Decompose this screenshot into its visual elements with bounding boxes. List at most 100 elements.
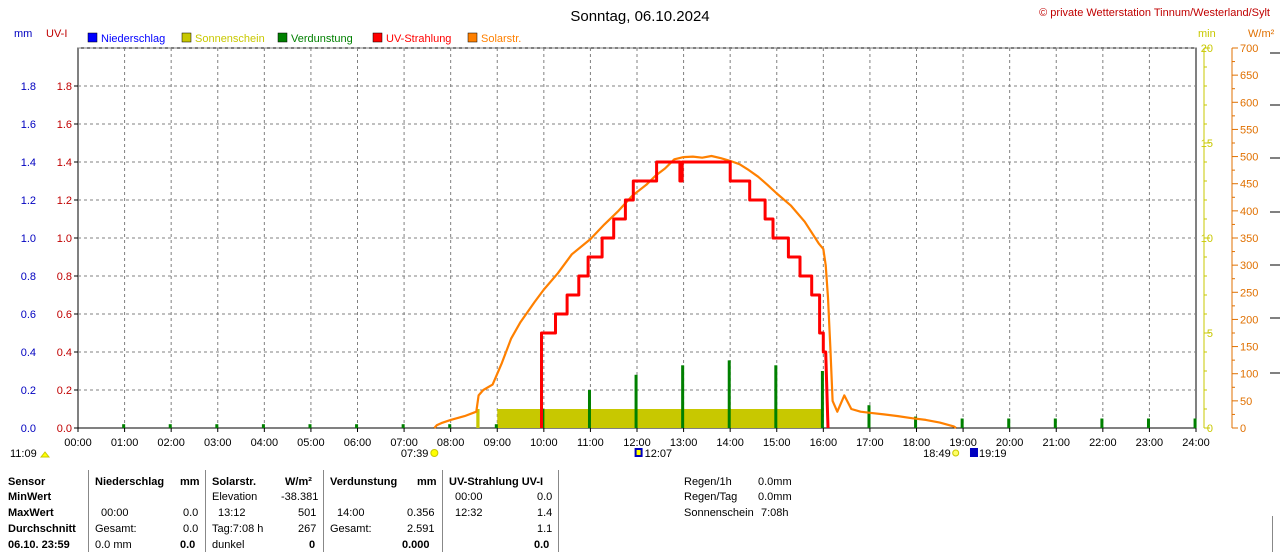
x-tick-label: 22:00 xyxy=(1089,437,1117,449)
uv-tick-label: 1.0 xyxy=(57,233,72,245)
uv-tick-label: 0.2 xyxy=(57,385,72,397)
uv-tick-label: 1.8 xyxy=(57,81,72,93)
x-tick-label: 15:00 xyxy=(763,437,791,449)
evaporation-bar xyxy=(774,365,778,428)
wm2-tick-label: 600 xyxy=(1240,97,1258,109)
mm-tick-label: 1.0 xyxy=(21,233,36,245)
evaporation-bar xyxy=(634,374,638,428)
x-tick-label: 12:00 xyxy=(623,437,651,449)
solar-elevation-label: Elevation xyxy=(212,491,258,503)
legend-label: Sonnenschein xyxy=(195,33,265,45)
summary-sunshine-value: 7:08h xyxy=(761,507,789,519)
wm2-tick-label: 400 xyxy=(1240,206,1258,218)
moon-icon xyxy=(39,451,51,458)
legend-label: Solarstr. xyxy=(481,33,521,45)
uv-tick-label: 0.8 xyxy=(57,271,72,283)
evaporation-bar xyxy=(1193,418,1197,428)
x-tick-label: 09:00 xyxy=(483,437,511,449)
verdunstung-gesamt-val: 2.591 xyxy=(407,523,435,535)
solar-noon-icon-center xyxy=(636,450,641,455)
wm2-tick-label: 700 xyxy=(1240,43,1258,55)
verdunstung-last-val: 0.000 xyxy=(402,539,430,551)
wm2-unit-label: W/m² xyxy=(1248,28,1275,40)
mm-unit-label: mm xyxy=(14,28,32,40)
legend: Niederschlag Sonnenschein Verdunstung UV-St… xyxy=(87,32,521,45)
niederschlag-max-val: 0.0 xyxy=(183,507,199,519)
solar-max-time: 13:12 xyxy=(218,507,246,519)
row-label-last: 06.10. 23:59 xyxy=(8,539,70,551)
niederschlag-max-time: 00:00 xyxy=(101,507,129,519)
sun-markers: 11:09 07:39 12:07 18:49 19:19 xyxy=(10,448,1007,460)
solar-unit: W/m² xyxy=(285,476,312,488)
bar-series xyxy=(122,360,1197,428)
mm-tick-label: 1.2 xyxy=(21,195,36,207)
wm2-tick-label: 650 xyxy=(1240,70,1258,82)
uv-tick-label: 0.4 xyxy=(57,347,72,359)
x-tick-label: 21:00 xyxy=(1042,437,1070,449)
mm-tick-label: 1.8 xyxy=(21,81,36,93)
mm-tick-label: 1.4 xyxy=(21,157,36,169)
row-label-sensor: Sensor xyxy=(8,476,46,488)
x-tick-label: 23:00 xyxy=(1136,437,1164,449)
evaporation-bar xyxy=(215,424,219,428)
summary-rain-hour-label: Regen/1h xyxy=(684,476,732,488)
sunshine-bar xyxy=(476,409,480,428)
uv-max-time: 12:32 xyxy=(455,507,483,519)
station-credit: © private Wetterstation Tinnum/Westerlan… xyxy=(1039,7,1270,19)
series-line-solar xyxy=(433,154,957,429)
wm2-tick-label: 250 xyxy=(1240,287,1258,299)
niederschlag-unit: mm xyxy=(180,476,200,488)
summary-rain-day-label: Regen/Tag xyxy=(684,491,738,503)
min-unit-label: min xyxy=(1198,28,1216,40)
solar-last-val: 0 xyxy=(309,539,316,551)
solar-day-label: Tag:7:08 h xyxy=(212,523,264,535)
uv-tick-label: 1.4 xyxy=(57,157,72,169)
series-line-uv xyxy=(540,160,830,429)
x-tick-label: 11:00 xyxy=(577,437,604,449)
mm-tick-label: 0.4 xyxy=(21,347,36,359)
x-tick-label: 13:00 xyxy=(670,437,698,449)
min-tick-label: 15 xyxy=(1201,138,1213,150)
dusk-time-label: 19:19 xyxy=(979,448,1007,460)
niederschlag-header: Niederschlag xyxy=(95,476,165,488)
legend-swatch xyxy=(277,32,288,43)
verdunstung-max-time: 14:00 xyxy=(337,507,365,519)
x-tick-label: 02:00 xyxy=(157,437,185,449)
wm2-tick-label: 200 xyxy=(1240,314,1258,326)
verdunstung-max-val: 0.356 xyxy=(407,507,435,519)
uv-avg-val: 1.1 xyxy=(537,523,553,535)
wm2-tick-label: 450 xyxy=(1240,179,1258,191)
solar-max-val: 501 xyxy=(298,507,317,519)
wm2-tick-label: 100 xyxy=(1240,369,1258,381)
uv-min-val: 0.0 xyxy=(537,491,553,503)
verdunstung-header: Verdunstung xyxy=(330,476,398,488)
summary-rain-hour-value: 0.0mm xyxy=(758,476,792,488)
legend-swatch xyxy=(467,32,478,43)
mm-tick-label: 0.6 xyxy=(21,309,36,321)
evaporation-bar xyxy=(914,416,918,428)
uv-header: UV-Strahlung UV-I xyxy=(449,476,544,488)
evaporation-bar xyxy=(727,360,731,428)
x-tick-label: 08:00 xyxy=(437,437,465,449)
evaporation-bar xyxy=(168,424,172,428)
legend-label: UV-Strahlung xyxy=(386,33,451,45)
sunrise-time-label: 07:39 xyxy=(401,448,429,460)
wm2-tick-label: 500 xyxy=(1240,152,1258,164)
solar-noon-time-label: 12:07 xyxy=(645,448,673,460)
legend-label: Verdunstung xyxy=(291,33,353,45)
moon-time-label: 11:09 xyxy=(10,448,37,460)
evaporation-bar xyxy=(308,424,312,428)
x-tick-label: 14:00 xyxy=(716,437,744,449)
sunshine-bar xyxy=(497,409,824,428)
evaporation-bar xyxy=(960,418,964,428)
mm-tick-label: 0.0 xyxy=(21,423,36,435)
evaporation-bar xyxy=(1100,418,1104,428)
uv-min-time: 00:00 xyxy=(455,491,483,503)
x-tick-label: 00:00 xyxy=(64,437,92,449)
mm-tick-label: 0.2 xyxy=(21,385,36,397)
evaporation-bar xyxy=(261,424,265,428)
min-tick-label: 0 xyxy=(1207,423,1213,435)
min-tick-label: 20 xyxy=(1201,43,1213,55)
verdunstung-gesamt-label: Gesamt: xyxy=(330,523,372,535)
min-tick-label: 10 xyxy=(1201,233,1213,245)
